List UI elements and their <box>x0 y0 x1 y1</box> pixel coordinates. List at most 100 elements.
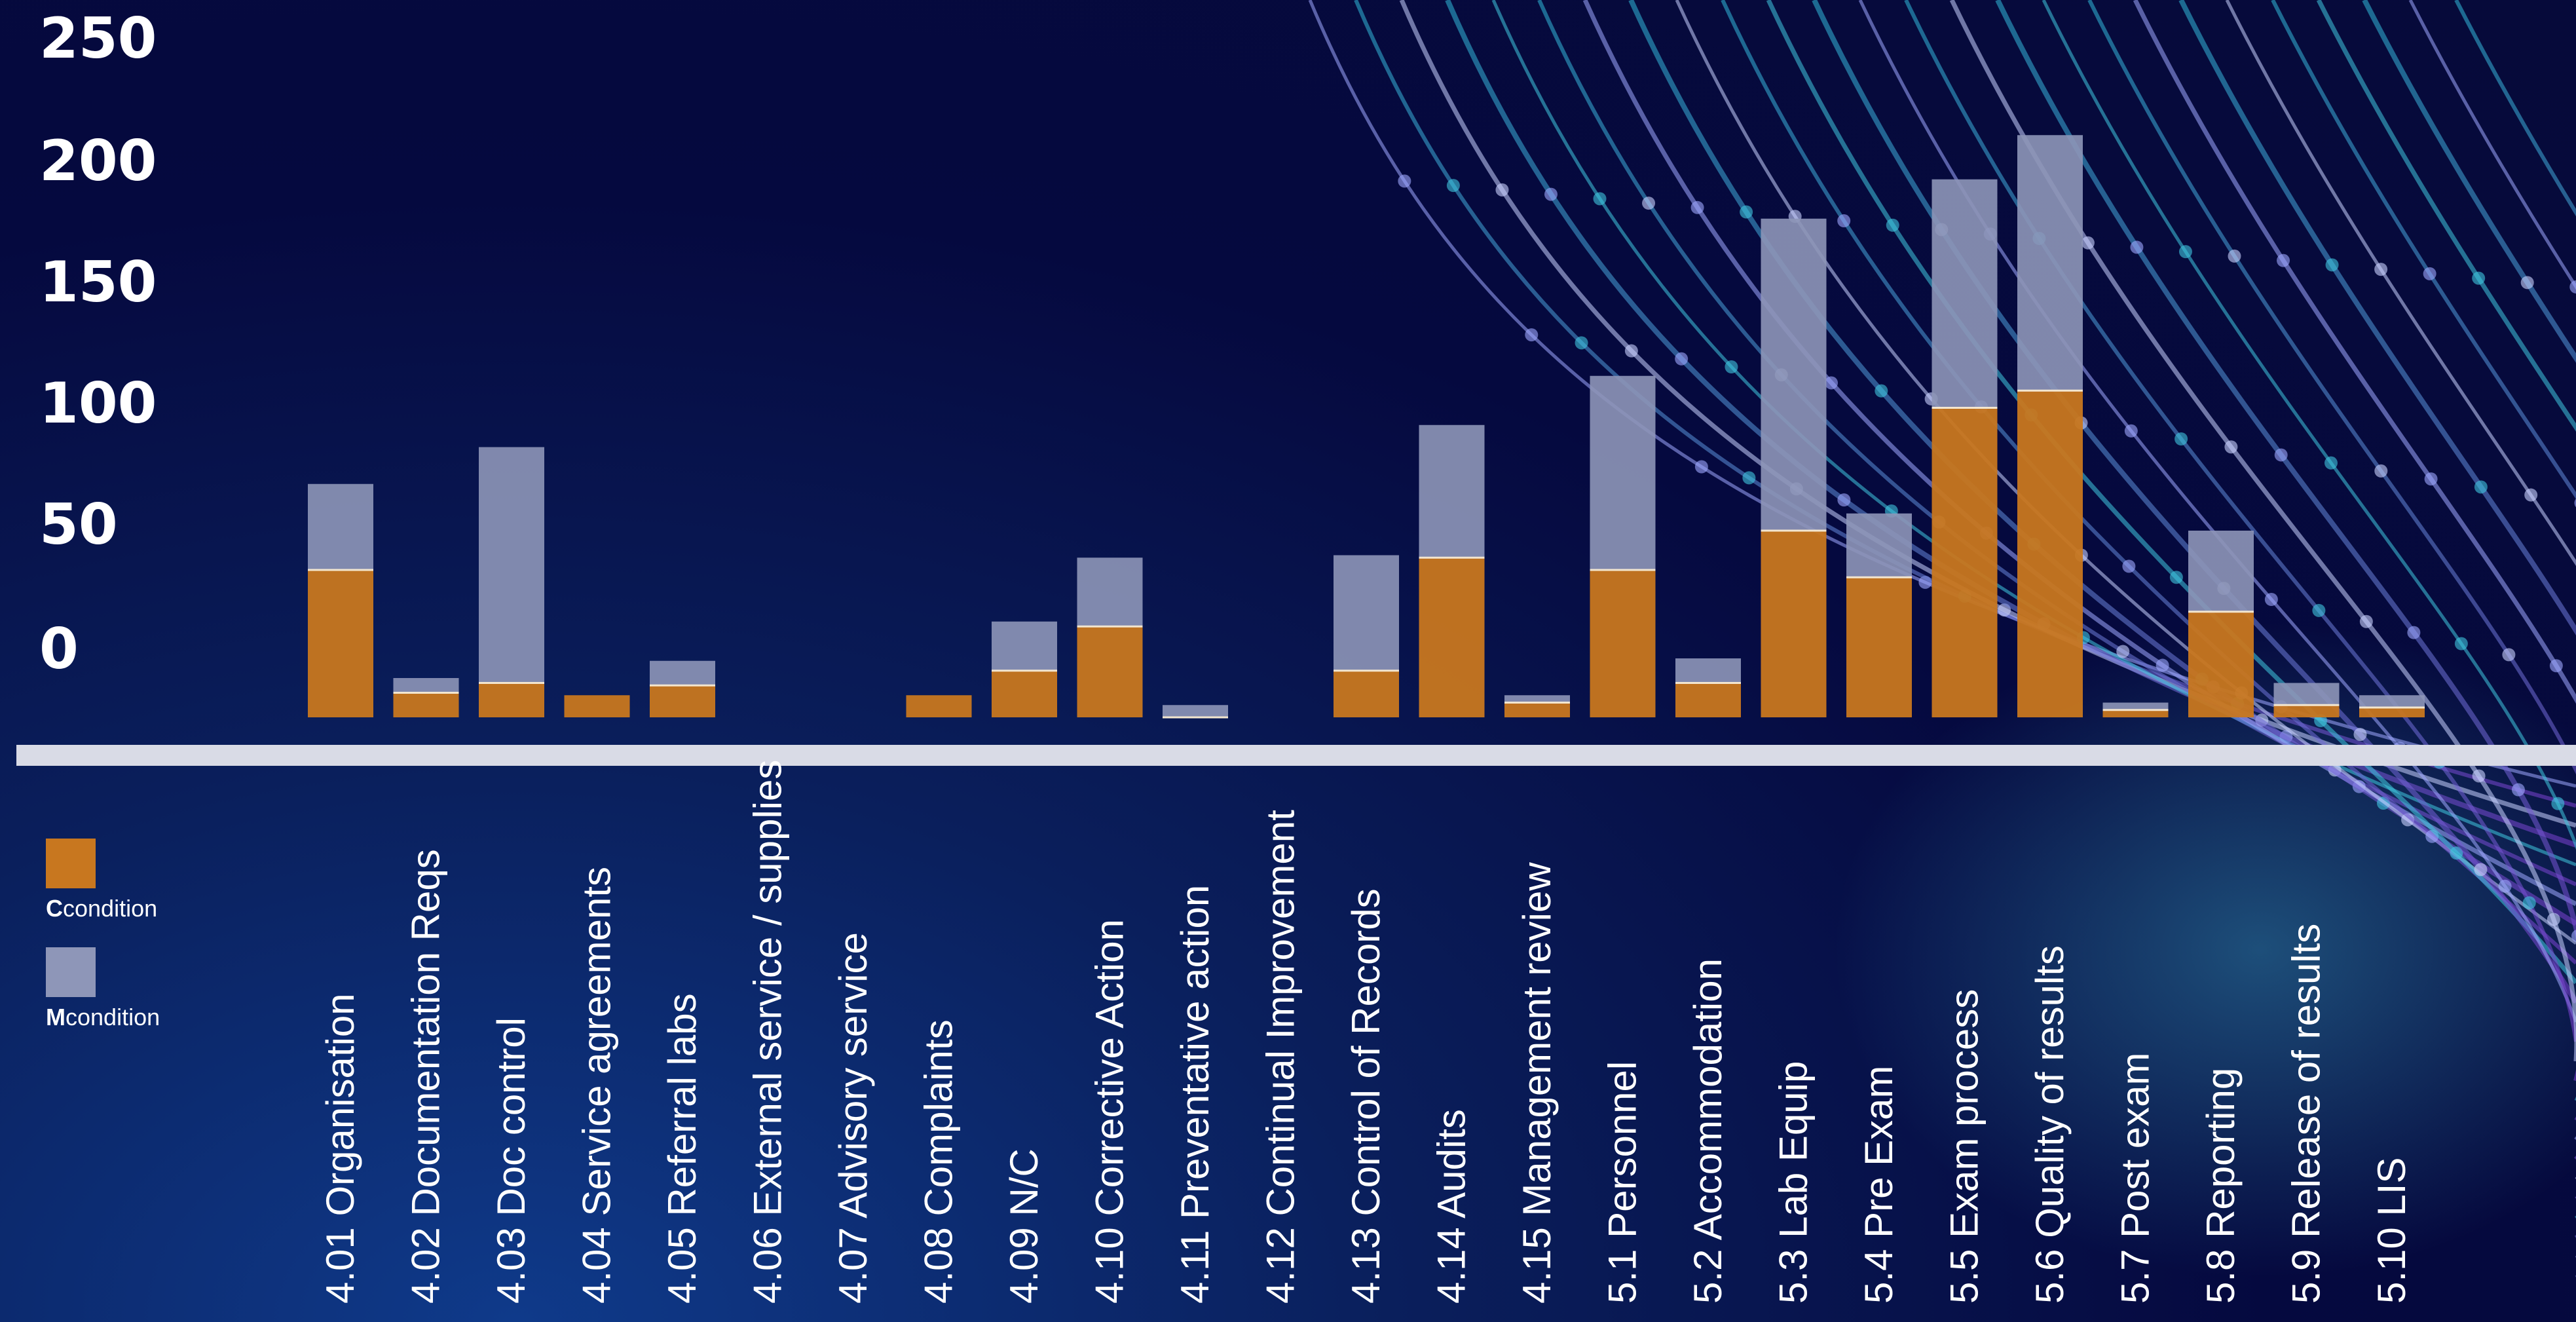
fiber-strand <box>2271 0 2576 1199</box>
fiber-node <box>2520 276 2534 290</box>
x-tick-label: 5.10 LIS <box>2370 1157 2414 1304</box>
fiber-node <box>2156 658 2169 672</box>
x-tick-label: 4.14 Audits <box>1430 1109 1474 1304</box>
bar-m-condition <box>2359 695 2425 708</box>
x-tick-label: 5.9 Release of results <box>2285 924 2328 1304</box>
x-tick-label: 5.1 Personnel <box>1601 1061 1645 1304</box>
fiber-node <box>1446 179 1460 193</box>
bar-c-condition <box>1846 577 1912 717</box>
fiber-node <box>2122 559 2136 573</box>
fiber-node <box>1886 218 1899 232</box>
fiber-node <box>2498 879 2512 893</box>
x-tick-label: 4.12 Continual Improvement <box>1259 810 1303 1304</box>
legend-label-m: Mcondition <box>46 1004 160 1030</box>
bar-c-condition <box>1932 407 1998 717</box>
fiber-node <box>2274 448 2288 462</box>
fiber-node <box>1825 376 1839 390</box>
bar-c-condition <box>2359 708 2425 717</box>
fiber-node <box>2359 614 2373 628</box>
bar-c-condition <box>1504 702 1570 717</box>
fiber-node <box>2472 271 2486 285</box>
legend-item-c: Ccondition <box>46 839 160 922</box>
fiber-node <box>2175 432 2188 445</box>
bar-m-condition <box>2273 683 2340 706</box>
bar-m-condition <box>1846 513 1912 578</box>
fiber-strand <box>2362 0 2576 1238</box>
fiber-node <box>2454 637 2468 651</box>
legend-swatch-m <box>46 947 96 997</box>
fiber-node <box>1694 460 1708 474</box>
fiber-node <box>1725 360 1738 373</box>
legend-label-c: Ccondition <box>46 895 158 922</box>
fiber-node <box>2224 440 2238 454</box>
x-tick-label: 5.6 Quality of results <box>2028 945 2072 1304</box>
x-tick-label: 5.3 Lab Equip <box>1772 1061 1816 1304</box>
fiber-node <box>2474 480 2488 494</box>
x-tick-label: 5.7 Post exam <box>2114 1052 2157 1304</box>
fiber-node <box>2277 254 2290 267</box>
fiber-node <box>1495 183 1509 197</box>
fiber-node <box>2374 464 2388 478</box>
fiber-node <box>2124 424 2138 438</box>
fiber-node <box>1624 344 1638 358</box>
x-tick-label: 4.13 Control of Records <box>1344 888 1388 1304</box>
fiber-node <box>2571 930 2576 943</box>
x-tick-label: 4.10 Corrective Action <box>1088 919 1132 1304</box>
bar-c-condition <box>1761 531 1827 717</box>
x-tick-label: 4.03 Doc control <box>489 1017 533 1304</box>
x-tick-label: 5.2 Accommodation <box>1686 958 1730 1304</box>
bar-m-condition <box>2102 702 2169 710</box>
fiber-node <box>1675 352 1689 366</box>
fiber-node <box>2551 797 2565 810</box>
y-tick-label: 150 <box>39 250 157 315</box>
bar-m-condition <box>1590 375 1656 570</box>
y-tick-label: 100 <box>39 371 157 436</box>
bar-m-condition <box>1419 425 1485 558</box>
x-tick-label: 4.09 N/C <box>1002 1148 1046 1304</box>
x-tick-label: 4.02 Documentation Reqs <box>404 849 448 1304</box>
bar-m-condition <box>1077 557 1143 627</box>
fiber-node <box>2407 626 2421 639</box>
fiber-node <box>2474 863 2488 877</box>
y-tick-label: 0 <box>39 616 79 682</box>
fiber-strand <box>2408 0 2576 1258</box>
fiber-node <box>1837 493 1851 507</box>
x-tick-label: 4.01 Organisation <box>318 993 362 1304</box>
fiber-node <box>2549 659 2563 673</box>
bar-c-condition <box>1419 557 1485 717</box>
bar-m-condition <box>650 660 715 686</box>
bar-c-condition <box>992 670 1057 717</box>
fiber-node <box>1642 197 1656 210</box>
x-tick-label: 4.15 Management review <box>1515 862 1559 1304</box>
x-tick-label: 5.8 Reporting <box>2199 1068 2243 1304</box>
x-tick-label: 5.4 Pre Exam <box>1857 1066 1901 1304</box>
fiber-node <box>2502 648 2516 662</box>
fiber-strand <box>2225 0 2576 1179</box>
bar-c-condition <box>2188 611 2254 717</box>
bar-m-condition <box>1675 658 1741 683</box>
bar-m-condition <box>1504 695 1570 703</box>
fiber-node <box>1742 471 1756 485</box>
fiber-node <box>2547 913 2560 926</box>
x-tick-label: 4.07 Advisory service <box>831 932 875 1304</box>
fiber-node <box>2522 896 2536 910</box>
fiber-strand <box>2178 0 2576 1160</box>
bar-m-condition <box>1334 555 1399 671</box>
bar-m-condition <box>479 447 544 683</box>
fiber-node <box>2423 267 2436 280</box>
fiber-node <box>1837 214 1851 228</box>
fiber-node <box>1544 187 1558 201</box>
x-tick-label: 4.06 External service / supplies <box>746 760 790 1304</box>
fiber-node <box>2472 769 2486 783</box>
bar-c-condition <box>393 692 459 717</box>
y-tick-label: 50 <box>39 492 118 557</box>
bar-m-condition <box>1163 705 1228 717</box>
bar-m-condition <box>2017 135 2083 391</box>
baseline-bar <box>16 745 2576 766</box>
bar-c-condition <box>1334 670 1399 717</box>
bar-c-condition <box>479 683 544 717</box>
fiber-node <box>2424 472 2438 486</box>
fiber-node <box>2325 258 2339 272</box>
fiber-node <box>2130 240 2144 254</box>
